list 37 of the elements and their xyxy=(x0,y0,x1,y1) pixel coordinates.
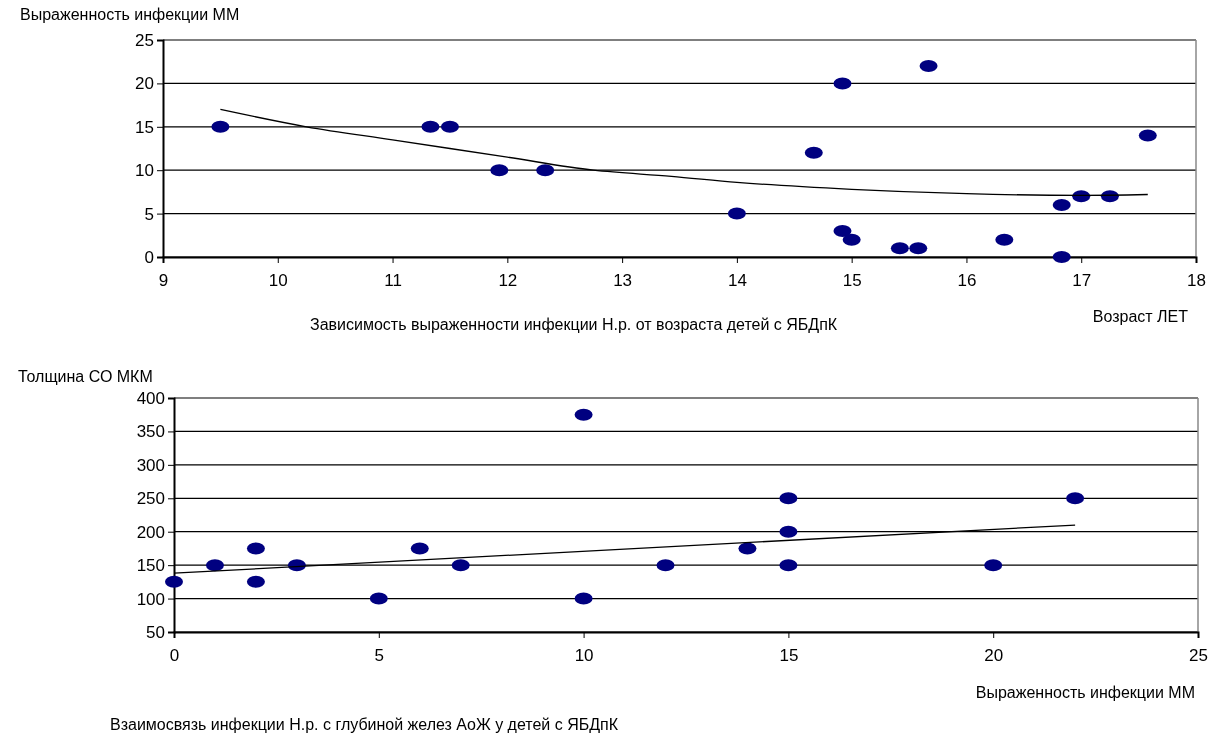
point xyxy=(165,575,183,588)
x-axis-title: Выраженность инфекции ММ xyxy=(975,684,1195,701)
y-tick-label: 400 xyxy=(136,388,165,408)
x-axis-title: Возраст ЛЕТ xyxy=(1092,308,1189,325)
y-tick-label: 5 xyxy=(144,204,154,224)
x-tick-label: 14 xyxy=(727,271,747,291)
x-tick-label: 0 xyxy=(169,646,180,666)
x-tick-label: 15 xyxy=(779,646,799,666)
y-axis-title: Выраженность инфекции ММ xyxy=(20,6,240,23)
x-tick-label: 12 xyxy=(498,271,518,291)
x-tick-label: 11 xyxy=(384,271,402,291)
y-axis-title: Толщина СО МКМ xyxy=(18,368,153,385)
text: Зависимость выраженности инфекции Н.р. от возраста детей с ЯБДпК xyxy=(310,316,838,333)
y-tick-label: 150 xyxy=(136,556,165,576)
y-tick-label: 20 xyxy=(135,74,154,94)
x-tick-label: 17 xyxy=(1072,271,1092,291)
y-tick-label: 15 xyxy=(135,117,154,137)
y-tick-label: 25 xyxy=(135,30,154,50)
x-tick-label: 15 xyxy=(842,271,862,291)
x-tick-label: 5 xyxy=(374,646,385,666)
x-tick-label: 25 xyxy=(1189,646,1208,666)
y-tick-label: 0 xyxy=(144,247,154,267)
x-tick-label: 9 xyxy=(158,271,169,291)
text: Взаимосвязь инфекции Н.р. с глубиной желез АоЖ у детей с ЯБДпК xyxy=(110,716,619,733)
y-tick-label: 250 xyxy=(136,489,165,509)
y-tick-label: 300 xyxy=(136,455,165,475)
y-tick-label: 50 xyxy=(146,622,165,642)
x-tick-label: 13 xyxy=(613,271,633,291)
x-tick-label: 16 xyxy=(957,271,977,291)
x-tick-label: 18 xyxy=(1187,271,1206,291)
y-tick-label: 10 xyxy=(135,161,154,181)
y-tick-label: 350 xyxy=(136,422,165,442)
x-tick-label: 10 xyxy=(268,271,288,291)
y-tick-label: 200 xyxy=(136,522,165,542)
x-tick-label: 20 xyxy=(984,646,1004,666)
x-tick-label: 10 xyxy=(574,646,594,666)
y-tick-label: 100 xyxy=(136,589,165,609)
